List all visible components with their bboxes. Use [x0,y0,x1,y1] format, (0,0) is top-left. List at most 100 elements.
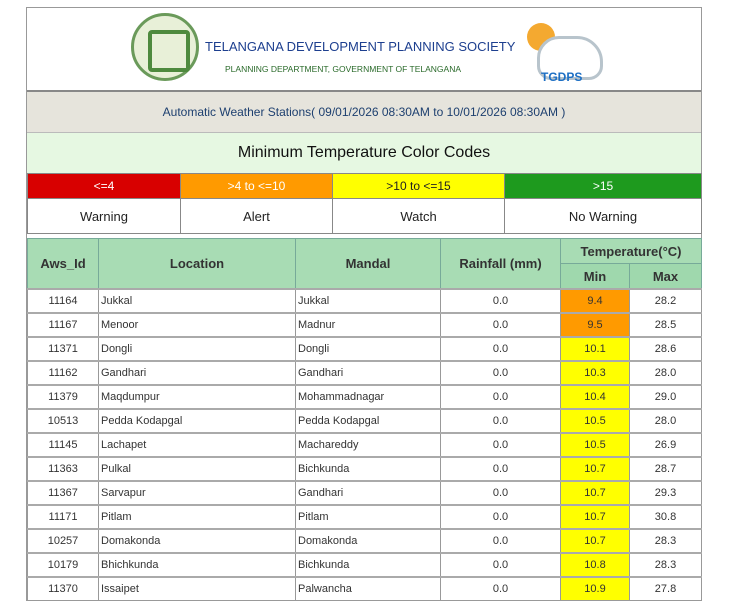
tgdps-logo: TGDPS [541,70,583,84]
cell-max-temp: 28.3 [629,528,702,554]
cell-min-temp: 9.5 [560,312,630,338]
table-row: 10513 Pedda Kodapgal Pedda Kodapgal 0.0 10.5… [27,408,702,434]
table-row: 10257 Domakonda Domakonda 0.0 10.7 28.3 [27,528,702,554]
cell-min-temp: 10.8 [560,552,630,578]
dept-name: PLANNING DEPARTMENT, GOVERNMENT OF TELAN… [225,64,461,74]
weather-table: Aws_Id Location Mandal Rainfall (mm) Tem… [27,238,702,601]
cell-max-temp: 28.0 [629,408,702,434]
cell-rainfall: 0.0 [440,360,561,386]
cell-max-temp: 28.2 [629,288,702,314]
color-code-label: Alert [180,198,333,234]
cell-mandal: Palwancha [295,576,441,601]
col-aws-id: Aws_Id [27,238,99,290]
table-row: 11167 Menoor Madnur 0.0 9.5 28.5 [27,312,702,338]
cell-mandal: Dongli [295,336,441,362]
cell-rainfall: 0.0 [440,336,561,362]
cell-mandal: Domakonda [295,528,441,554]
cell-min-temp: 10.7 [560,480,630,506]
cell-aws-id: 11371 [27,336,99,362]
cell-min-temp: 10.1 [560,336,630,362]
cell-aws-id: 11171 [27,504,99,530]
legend-title: Minimum Temperature Color Codes [27,133,701,173]
cell-location: Lachapet [98,432,296,458]
cell-max-temp: 28.6 [629,336,702,362]
cell-min-temp: 10.9 [560,576,630,601]
cell-location: Maqdumpur [98,384,296,410]
cell-aws-id: 11167 [27,312,99,338]
cell-min-temp: 10.7 [560,528,630,554]
table-row: 11164 Jukkal Jukkal 0.0 9.4 28.2 [27,288,702,314]
cell-mandal: Pedda Kodapgal [295,408,441,434]
cell-mandal: Bichkunda [295,456,441,482]
color-code-label: Warning [27,198,181,234]
col-rainfall: Rainfall (mm) [440,238,561,290]
cell-rainfall: 0.0 [440,432,561,458]
cell-location: Menoor [98,312,296,338]
color-code-range: >15 [504,173,702,199]
cell-aws-id: 11370 [27,576,99,601]
cell-rainfall: 0.0 [440,288,561,314]
cell-mandal: Jukkal [295,288,441,314]
cell-location: Domakonda [98,528,296,554]
cell-location: Pulkal [98,456,296,482]
cell-mandal: Machareddy [295,432,441,458]
col-location: Location [98,238,296,290]
cell-mandal: Gandhari [295,480,441,506]
cell-min-temp: 9.4 [560,288,630,314]
cell-min-temp: 10.3 [560,360,630,386]
cell-min-temp: 10.7 [560,456,630,482]
table-row: 11367 Sarvapur Gandhari 0.0 10.7 29.3 [27,480,702,506]
header: TELANGANA DEVELOPMENT PLANNING SOCIETY P… [27,8,701,92]
cell-location: Dongli [98,336,296,362]
cell-rainfall: 0.0 [440,528,561,554]
cell-max-temp: 28.5 [629,312,702,338]
cell-aws-id: 11162 [27,360,99,386]
cell-rainfall: 0.0 [440,504,561,530]
table-row: 11363 Pulkal Bichkunda 0.0 10.7 28.7 [27,456,702,482]
cell-min-temp: 10.7 [560,504,630,530]
report: TELANGANA DEVELOPMENT PLANNING SOCIETY P… [26,7,702,601]
cell-location: Issaipet [98,576,296,601]
cell-max-temp: 29.3 [629,480,702,506]
cell-location: Sarvapur [98,480,296,506]
cell-aws-id: 10179 [27,552,99,578]
cell-max-temp: 30.8 [629,504,702,530]
cell-aws-id: 11367 [27,480,99,506]
cell-location: Gandhari [98,360,296,386]
table-row: 11162 Gandhari Gandhari 0.0 10.3 28.0 [27,360,702,386]
cell-aws-id: 10513 [27,408,99,434]
cell-rainfall: 0.0 [440,456,561,482]
cell-mandal: Mohammadnagar [295,384,441,410]
col-temperature: Temperature(°C) [560,238,702,264]
period-title: Automatic Weather Stations( 09/01/2026 0… [27,92,701,133]
color-code-range: >4 to <=10 [180,173,333,199]
org-name: TELANGANA DEVELOPMENT PLANNING SOCIETY [205,39,516,54]
cell-aws-id: 11363 [27,456,99,482]
cell-mandal: Gandhari [295,360,441,386]
cell-rainfall: 0.0 [440,384,561,410]
col-min: Min [560,263,630,290]
cell-min-temp: 10.5 [560,408,630,434]
cell-aws-id: 11164 [27,288,99,314]
cell-aws-id: 11379 [27,384,99,410]
table-row: 11171 Pitlam Pitlam 0.0 10.7 30.8 [27,504,702,530]
cell-location: Bhichkunda [98,552,296,578]
col-max: Max [629,263,702,290]
cell-rainfall: 0.0 [440,576,561,601]
cell-max-temp: 26.9 [629,432,702,458]
table-row: 11371 Dongli Dongli 0.0 10.1 28.6 [27,336,702,362]
cloud-icon [537,36,603,80]
cell-location: Pedda Kodapgal [98,408,296,434]
cell-mandal: Pitlam [295,504,441,530]
cell-rainfall: 0.0 [440,552,561,578]
cell-location: Pitlam [98,504,296,530]
cell-mandal: Madnur [295,312,441,338]
table-row: 11145 Lachapet Machareddy 0.0 10.5 26.9 [27,432,702,458]
cell-rainfall: 0.0 [440,480,561,506]
color-code-table: <=4 >4 to <=10 >10 to <=15 >15 Warning Alert W… [27,173,702,234]
color-code-label: No Warning [504,198,702,234]
cell-mandal: Bichkunda [295,552,441,578]
table-row: 11370 Issaipet Palwancha 0.0 10.9 27.8 [27,576,702,601]
color-code-label: Watch [332,198,505,234]
cell-rainfall: 0.0 [440,408,561,434]
